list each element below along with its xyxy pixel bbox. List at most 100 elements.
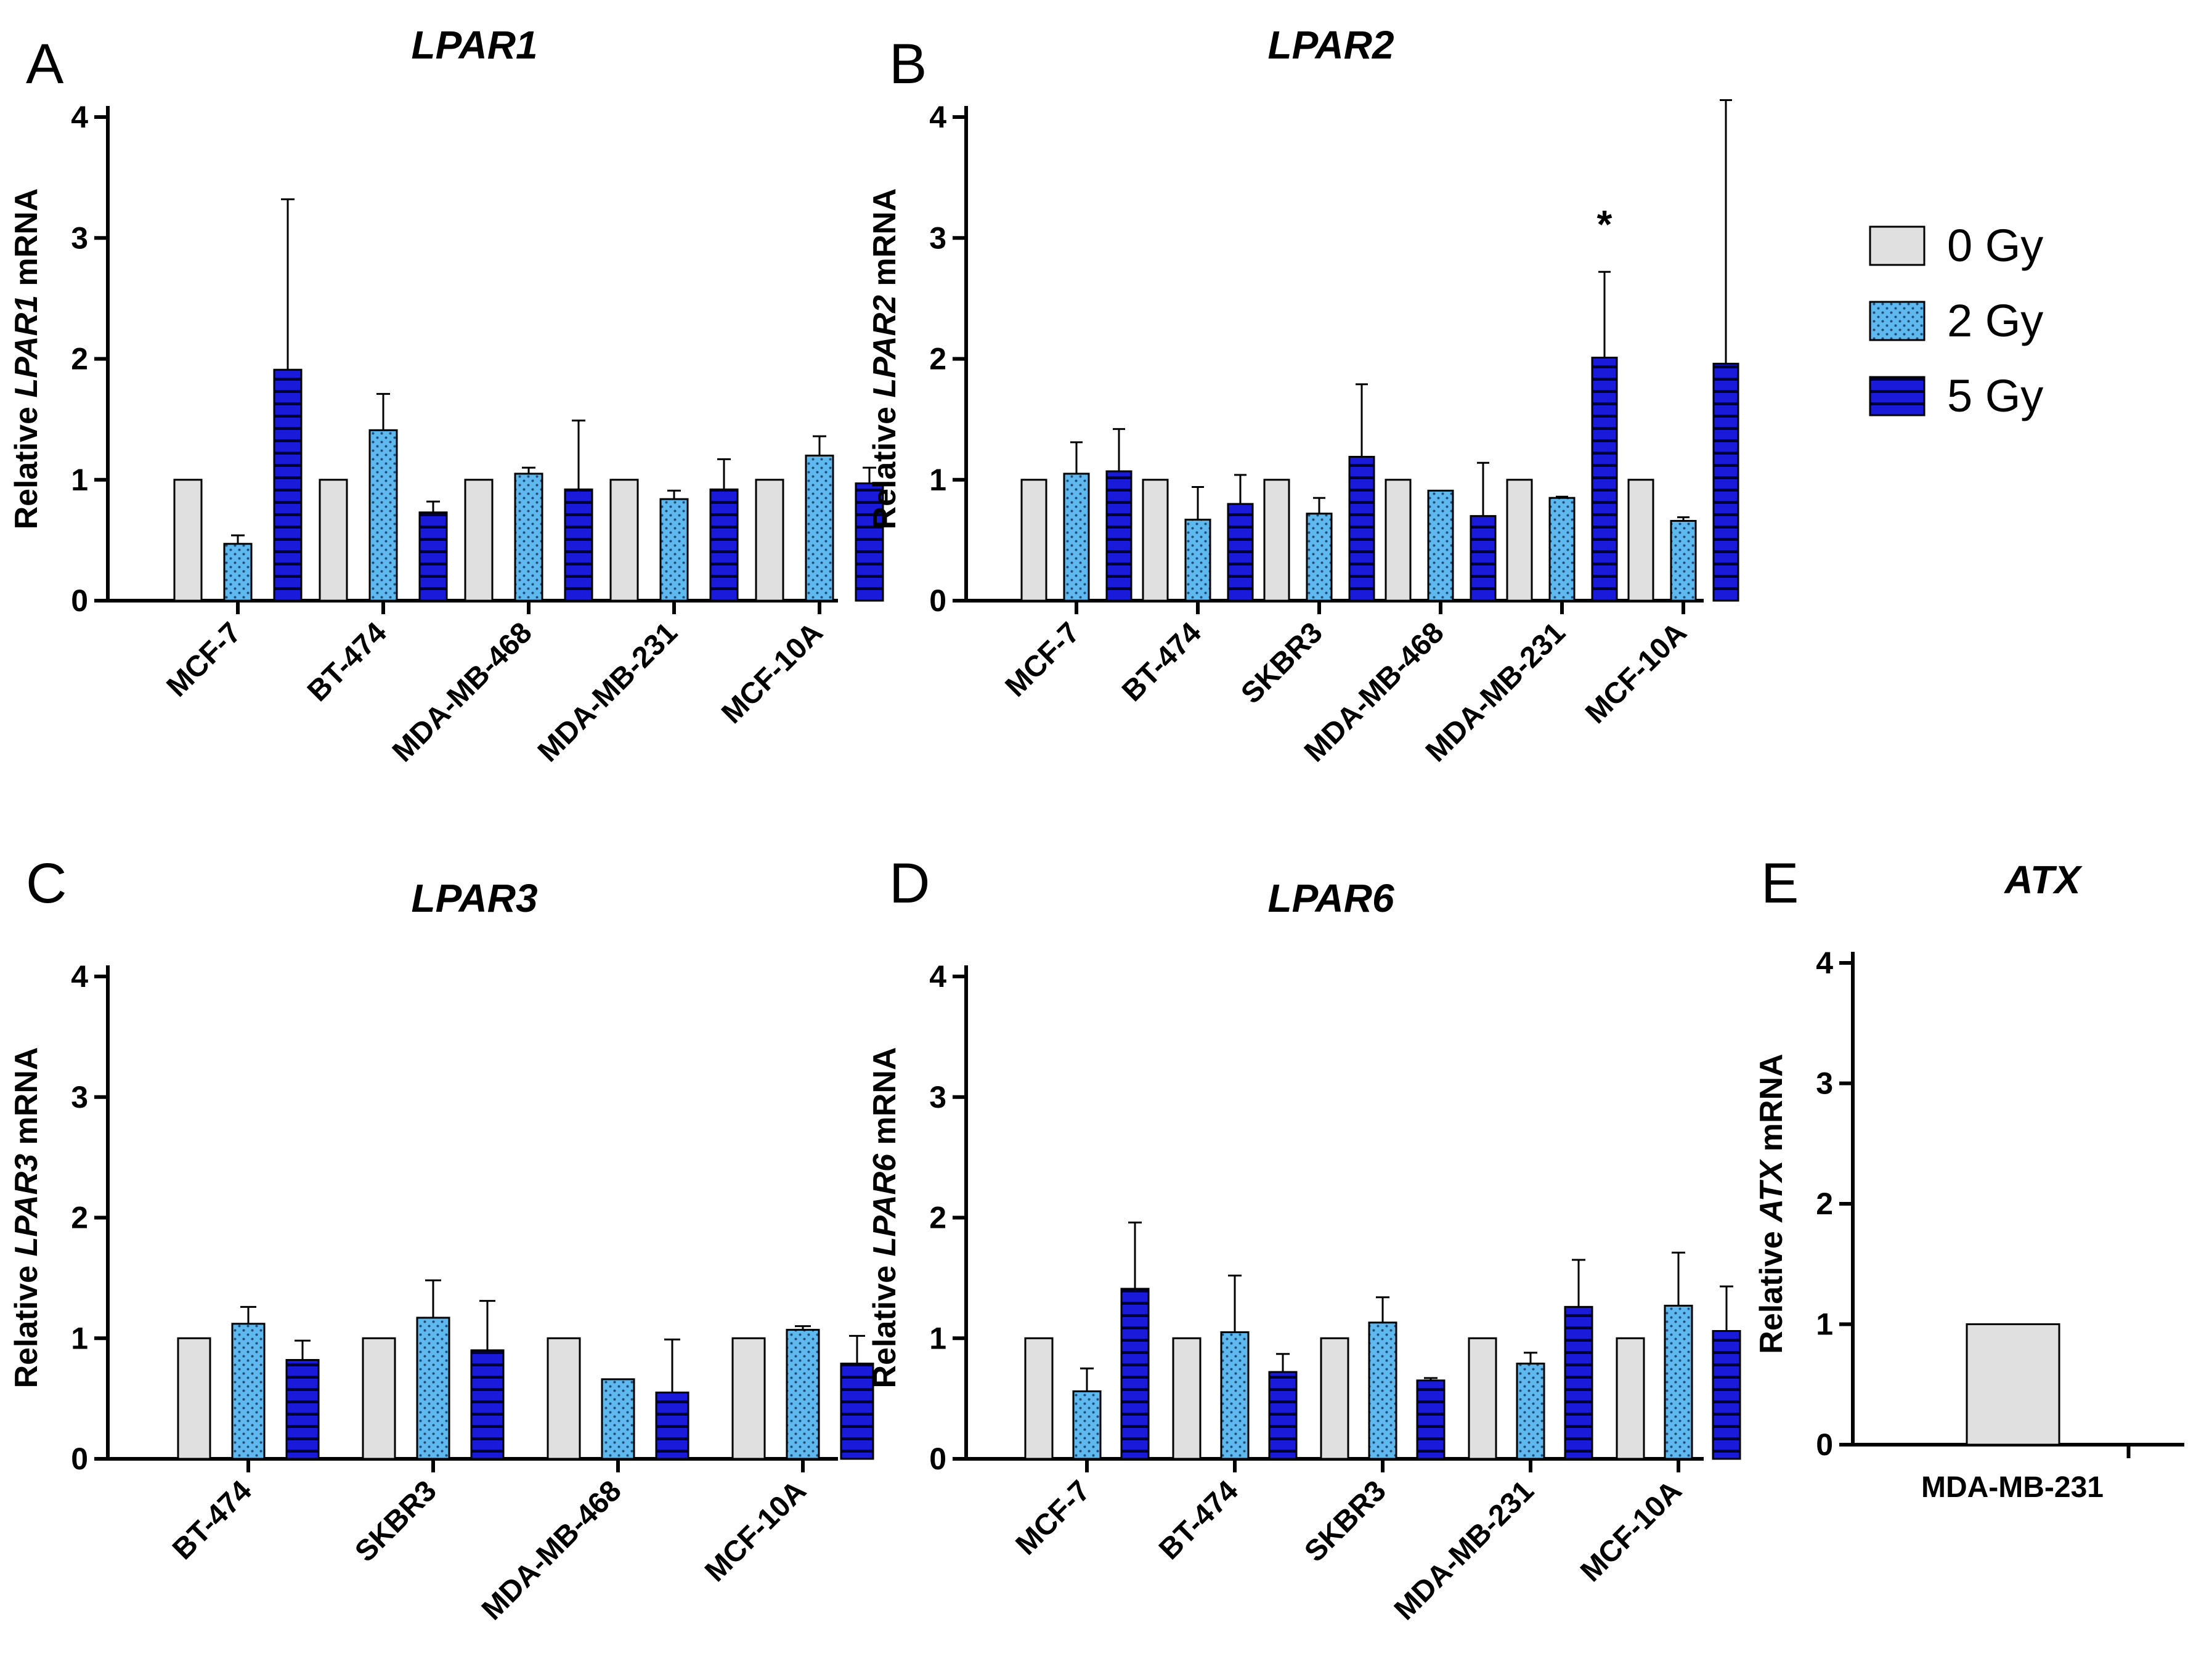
- bar-5-gy-mcf-10a: [1712, 1330, 1741, 1460]
- bar-0-gy-mda-mb-468: [1385, 479, 1412, 602]
- y-tick-label: 2: [71, 342, 88, 376]
- x-tick-label-mda-mb-231: MDA-MB-231: [532, 616, 684, 768]
- y-axis-label-suffix: mRNA: [867, 189, 903, 295]
- x-tick-label-bt-474: BT-474: [1116, 616, 1208, 708]
- y-tick-label: 4: [71, 100, 88, 134]
- y-axis-label-gene: LPAR6: [867, 1153, 903, 1257]
- x-tick-label-bt-474: BT-474: [1153, 1474, 1245, 1566]
- bar-2-gy-skbr3: [416, 1317, 450, 1460]
- y-axis-label-prefix: Relative: [867, 1257, 903, 1389]
- x-tick-label-mda-mb-468: MDA-MB-468: [386, 616, 539, 768]
- panel-title: LPAR2: [1267, 23, 1394, 67]
- bar-5-gy-mcf-7: [273, 368, 303, 602]
- bar-5-gy-mda-mb-231: [1591, 357, 1618, 602]
- y-axis-label-suffix: mRNA: [9, 189, 44, 295]
- legend: 0 Gy 2 Gy 5 Gy: [1869, 220, 2043, 421]
- bar-2-gy-bt-474: [1220, 1331, 1250, 1460]
- bar-0-gy-mcf-7: [1024, 1337, 1054, 1460]
- bar-0-gy-mcf-7: [173, 479, 203, 602]
- bar-5-gy-mda-mb-468: [564, 488, 593, 602]
- bar-5-gy-mda-mb-231: [1564, 1305, 1593, 1460]
- x-tick-label-bt-474: BT-474: [301, 616, 393, 708]
- y-tick-label: 3: [71, 221, 88, 255]
- panel-title: LPAR6: [1267, 876, 1394, 920]
- y-tick-label: 1: [71, 463, 88, 497]
- legend-swatch-5-gy: [1869, 376, 1926, 416]
- y-axis-label: Relative LPAR2 mRNA: [867, 189, 903, 530]
- panel-c: C LPAR3 0 1 2 3 4 Relative LPAR3 mRNA BT-474 SKBR…: [9, 852, 874, 1626]
- bar-5-gy-skbr3: [1416, 1379, 1446, 1460]
- x-tick-label-mcf-10a: MCF-10A: [699, 1474, 813, 1588]
- x-tick-label-mcf-7: MCF-7: [1010, 1474, 1097, 1561]
- y-tick-label: 1: [929, 463, 946, 497]
- bar-2-gy-mcf-7: [223, 543, 253, 602]
- bar-5-gy-skbr3: [1348, 455, 1375, 602]
- y-tick-label: 3: [929, 1080, 946, 1114]
- x-tick-label-skbr3: SKBR3: [1298, 1474, 1393, 1568]
- y-axis-label-gene: LPAR2: [867, 295, 903, 398]
- x-tick-label-bt-474: BT-474: [166, 1474, 258, 1566]
- y-tick-label: 4: [929, 100, 946, 134]
- panel-title: ATX: [2003, 858, 2083, 902]
- y-axis-label: Relative LPAR6 mRNA: [867, 1047, 903, 1389]
- panels: A LPAR1 0 1 2 3 4 Relative LPAR1 mRNA MCF-7 BT-47…: [9, 23, 2184, 1626]
- x-tick-label-mda-mb-231: MDA-MB-231: [1388, 1474, 1540, 1626]
- panel-d: D LPAR6 0 1 2 3 4 Relative LPAR6 mRNA MCF-7 BT-47…: [867, 852, 1741, 1626]
- y-axis-label: Relative ATX mRNA: [1754, 1053, 1789, 1353]
- bar-2-gy-bt-474: [368, 429, 398, 602]
- y-axis-label-gene: LPAR3: [9, 1154, 44, 1257]
- bar-5-gy-bt-474: [1268, 1371, 1298, 1460]
- bar-0-gy-mda-mb-231: [609, 479, 639, 602]
- bar-0-gy-mcf-10a: [755, 479, 784, 602]
- panel-letter: A: [26, 33, 64, 95]
- bar-2-gy-mcf-10a: [1670, 519, 1697, 602]
- bar-2-gy-mda-mb-231: [1516, 1362, 1545, 1460]
- y-tick-label: 3: [929, 221, 946, 255]
- y-axis-label-suffix: mRNA: [1754, 1053, 1789, 1160]
- y-tick-label: 1: [71, 1321, 88, 1355]
- bar-5-gy-mda-mb-231: [709, 488, 739, 602]
- y-axis-label-suffix: mRNA: [9, 1047, 44, 1154]
- panel-a: A LPAR1 0 1 2 3 4 Relative LPAR1 mRNA MCF-7 BT-47…: [9, 23, 884, 768]
- bar-2-gy-mcf-10a: [786, 1329, 820, 1460]
- bar-2-gy-mda-mb-231: [1548, 497, 1576, 602]
- y-tick-label: 2: [1816, 1187, 1833, 1221]
- x-tick-label-mcf-10a: MCF-10A: [1574, 1474, 1688, 1588]
- bar-5-gy-bt-474: [418, 511, 448, 602]
- panel-letter: E: [1761, 852, 1799, 915]
- bar-5-gy-mda-mb-468: [655, 1391, 689, 1460]
- x-tick-label-mcf-10a: MCF-10A: [1579, 616, 1693, 730]
- bar-5-gy-mcf-7: [1120, 1288, 1150, 1460]
- bar-5-gy-mcf-7: [1105, 470, 1133, 602]
- bar-0-gy-skbr3: [1320, 1337, 1349, 1460]
- y-axis-label-gene: ATX: [1754, 1158, 1789, 1223]
- y-tick-label: 4: [71, 959, 88, 994]
- y-tick-label: 0: [929, 1442, 946, 1476]
- bar-2-gy-mcf-10a: [1664, 1304, 1693, 1460]
- bar-0-gy-mda-mb-231: [1506, 479, 1533, 602]
- bar-0-gy-bt-474: [1142, 479, 1169, 602]
- y-axis-label-prefix: Relative: [9, 1257, 44, 1389]
- bar-0-gy-mda-mb-231: [1966, 1323, 2060, 1446]
- y-axis-label-prefix: Relative: [1754, 1222, 1789, 1354]
- bar-2-gy-mcf-7: [1072, 1390, 1102, 1460]
- legend-swatch-0-gy: [1869, 225, 1926, 266]
- panel-b: B LPAR2 0 1 2 3 4 Relative LPAR2 mRNA MCF-7 BT-47…: [867, 23, 1739, 768]
- bar-0-gy-mcf-10a: [1627, 479, 1654, 602]
- x-tick-label-skbr3: SKBR3: [349, 1474, 443, 1568]
- significance-star: *: [1597, 202, 1613, 246]
- y-tick-label: 2: [929, 1201, 946, 1235]
- panel-letter: D: [889, 852, 930, 915]
- bar-5-gy-bt-474: [1227, 503, 1254, 602]
- legend-label-0-gy: 0 Gy: [1947, 220, 2043, 271]
- x-tick-label-mda-mb-231: MDA-MB-231: [1921, 1471, 2104, 1504]
- y-tick-label: 4: [929, 959, 946, 994]
- bar-5-gy-bt-474: [285, 1358, 320, 1460]
- bar-0-gy-mcf-10a: [731, 1337, 766, 1460]
- y-tick-label: 2: [929, 342, 946, 376]
- bar-2-gy-skbr3: [1306, 513, 1333, 602]
- y-tick-label: 3: [1816, 1066, 1833, 1101]
- panel-letter: C: [26, 852, 67, 915]
- panel-letter: B: [889, 33, 927, 95]
